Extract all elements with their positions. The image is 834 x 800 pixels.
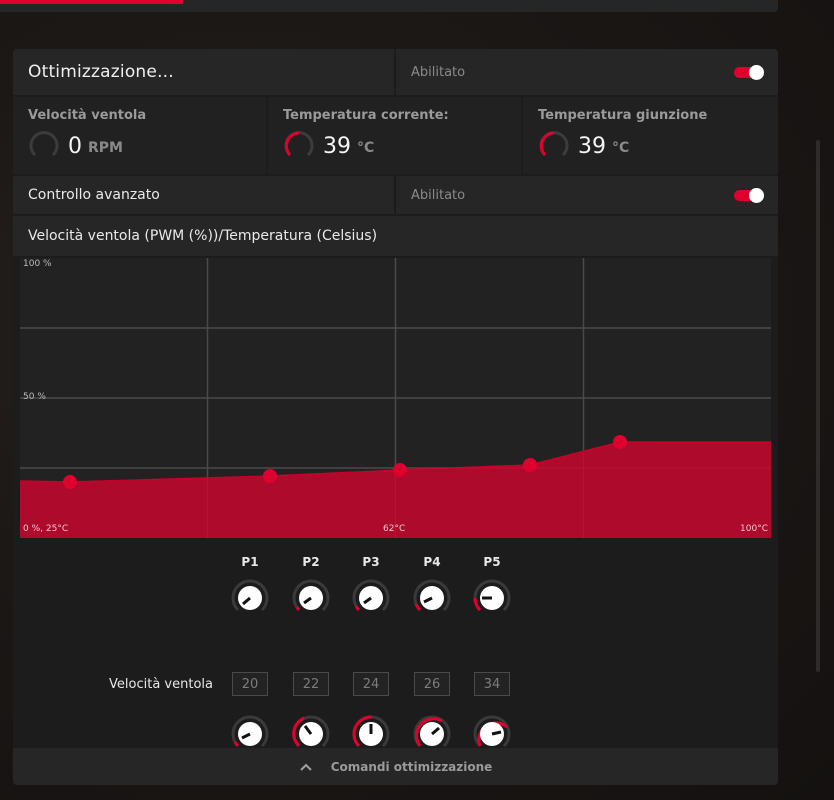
gauge-icon	[29, 131, 59, 157]
chart-title-row: Velocità ventola (PWM (%))/Temperatura (…	[13, 216, 778, 256]
advanced-control-cell: Controllo avanzato	[13, 176, 394, 214]
curve-point-p2	[263, 469, 277, 483]
x-axis-label-origin: 0 %, 25°C	[23, 524, 69, 534]
y-axis-label-top: 100 %	[23, 259, 52, 269]
fan-curve-chart[interactable]: 100 % 50 % 0 %, 25°C 62°C 100°C	[20, 258, 771, 538]
stat-unit: °C	[357, 140, 375, 156]
fan-speed-knob-p2[interactable]	[292, 579, 330, 617]
chevron-up-icon	[299, 763, 312, 771]
fan-speed-input-p1[interactable]: 20	[232, 672, 268, 696]
chart-title: Velocità ventola (PWM (%))/Temperatura (…	[28, 228, 378, 244]
point-label-p3: P3	[362, 555, 380, 569]
stat-label: Velocità ventola	[28, 108, 147, 123]
y-axis-label-mid: 50 %	[23, 392, 46, 402]
fan-speed-knob-p5[interactable]	[473, 579, 511, 617]
fan-curve-plot	[20, 258, 771, 538]
advanced-status-label: Abilitato	[411, 187, 466, 203]
tuning-header: Ottimizzazione... Abilitato	[13, 49, 778, 95]
gauge-icon	[539, 131, 569, 157]
stat-unit: RPM	[88, 140, 123, 156]
temperature-knob-p4[interactable]	[413, 715, 451, 753]
tuning-panel: Ottimizzazione... Abilitato Velocità ven…	[13, 49, 778, 785]
x-axis-label-end: 100°C	[740, 524, 768, 534]
stat-value: 39	[323, 133, 351, 159]
fan-speed-input-p4[interactable]: 26	[414, 672, 450, 696]
tuning-controls-label: Comandi ottimizzazione	[330, 759, 493, 774]
tuning-title-cell: Ottimizzazione...	[13, 49, 394, 95]
scrollbar[interactable]	[816, 140, 820, 672]
tuning-controls-toggle-button[interactable]: Comandi ottimizzazione	[299, 759, 493, 774]
tuning-controls-footer: Comandi ottimizzazione	[13, 748, 778, 785]
curve-point-p4	[523, 458, 537, 472]
fan-speed-input-p2[interactable]: 22	[293, 672, 329, 696]
stat-label: Temperatura corrente:	[283, 108, 449, 123]
progress-bar	[0, 0, 183, 4]
fan-speed-input-p3[interactable]: 24	[353, 672, 389, 696]
point-label-p1: P1	[241, 555, 259, 569]
temperature-knob-p1[interactable]	[231, 715, 269, 753]
temperature-knob-p5[interactable]	[473, 715, 511, 753]
stats-row: Velocità ventola 0 RPM Temperatura corre…	[13, 97, 778, 174]
point-label-p5: P5	[483, 555, 501, 569]
toggle-knob	[749, 65, 764, 80]
stat-value: 0	[68, 133, 82, 159]
fan-speed-row-label: Velocità ventola	[109, 677, 213, 692]
fan-speed-knob-p1[interactable]	[231, 579, 269, 617]
curve-point-p5	[613, 435, 627, 449]
previous-panel	[0, 0, 778, 12]
advanced-control-label: Controllo avanzato	[28, 187, 160, 203]
stat-unit: °C	[612, 140, 630, 156]
tuning-enable-cell: Abilitato	[396, 49, 778, 95]
gauge-icon	[284, 131, 314, 157]
advanced-enable-cell: Abilitato	[396, 176, 778, 214]
stat-junction-temp: Temperatura giunzione 39 °C	[523, 97, 778, 174]
stat-label: Temperatura giunzione	[538, 108, 708, 123]
temperature-knob-p2[interactable]	[292, 715, 330, 753]
advanced-control-row: Controllo avanzato Abilitato	[13, 176, 778, 214]
stat-fan-speed: Velocità ventola 0 RPM	[13, 97, 266, 174]
toggle-track	[734, 190, 760, 201]
toggle-track	[734, 67, 760, 78]
tuning-status-label: Abilitato	[411, 64, 466, 80]
curve-point-p3	[393, 463, 407, 477]
point-label-p4: P4	[423, 555, 441, 569]
fan-speed-knob-p3[interactable]	[352, 579, 390, 617]
advanced-control-toggle[interactable]	[734, 188, 764, 203]
fan-speed-knob-p4[interactable]	[413, 579, 451, 617]
temperature-knob-p3[interactable]	[352, 715, 390, 753]
curve-point-p1	[63, 475, 77, 489]
tuning-enable-toggle[interactable]	[734, 65, 764, 80]
point-label-p2: P2	[302, 555, 320, 569]
x-axis-label-mid: 62°C	[383, 524, 406, 534]
toggle-knob	[749, 188, 764, 203]
stat-value: 39	[578, 133, 606, 159]
fan-speed-input-p5[interactable]: 34	[474, 672, 510, 696]
stat-current-temp: Temperatura corrente: 39 °C	[268, 97, 521, 174]
page-title: Ottimizzazione...	[28, 62, 174, 82]
